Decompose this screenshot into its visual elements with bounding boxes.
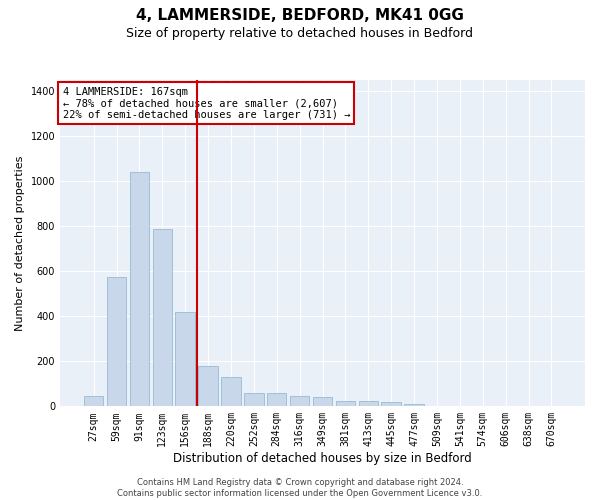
Bar — [244, 393, 263, 406]
Bar — [107, 277, 126, 406]
Text: 4, LAMMERSIDE, BEDFORD, MK41 0GG: 4, LAMMERSIDE, BEDFORD, MK41 0GG — [136, 8, 464, 22]
Text: Size of property relative to detached houses in Bedford: Size of property relative to detached ho… — [127, 28, 473, 40]
Bar — [221, 377, 241, 406]
Bar — [175, 312, 195, 406]
Bar — [130, 172, 149, 406]
Bar — [313, 398, 332, 406]
Bar — [335, 400, 355, 406]
Bar — [290, 396, 310, 406]
X-axis label: Distribution of detached houses by size in Bedford: Distribution of detached houses by size … — [173, 452, 472, 465]
Bar — [359, 400, 378, 406]
Bar — [267, 393, 286, 406]
Text: 4 LAMMERSIDE: 167sqm
← 78% of detached houses are smaller (2,607)
22% of semi-de: 4 LAMMERSIDE: 167sqm ← 78% of detached h… — [62, 86, 350, 120]
Bar — [382, 402, 401, 406]
Y-axis label: Number of detached properties: Number of detached properties — [15, 156, 25, 331]
Bar — [199, 366, 218, 406]
Bar — [404, 404, 424, 406]
Text: Contains HM Land Registry data © Crown copyright and database right 2024.
Contai: Contains HM Land Registry data © Crown c… — [118, 478, 482, 498]
Bar — [152, 228, 172, 406]
Bar — [84, 396, 103, 406]
